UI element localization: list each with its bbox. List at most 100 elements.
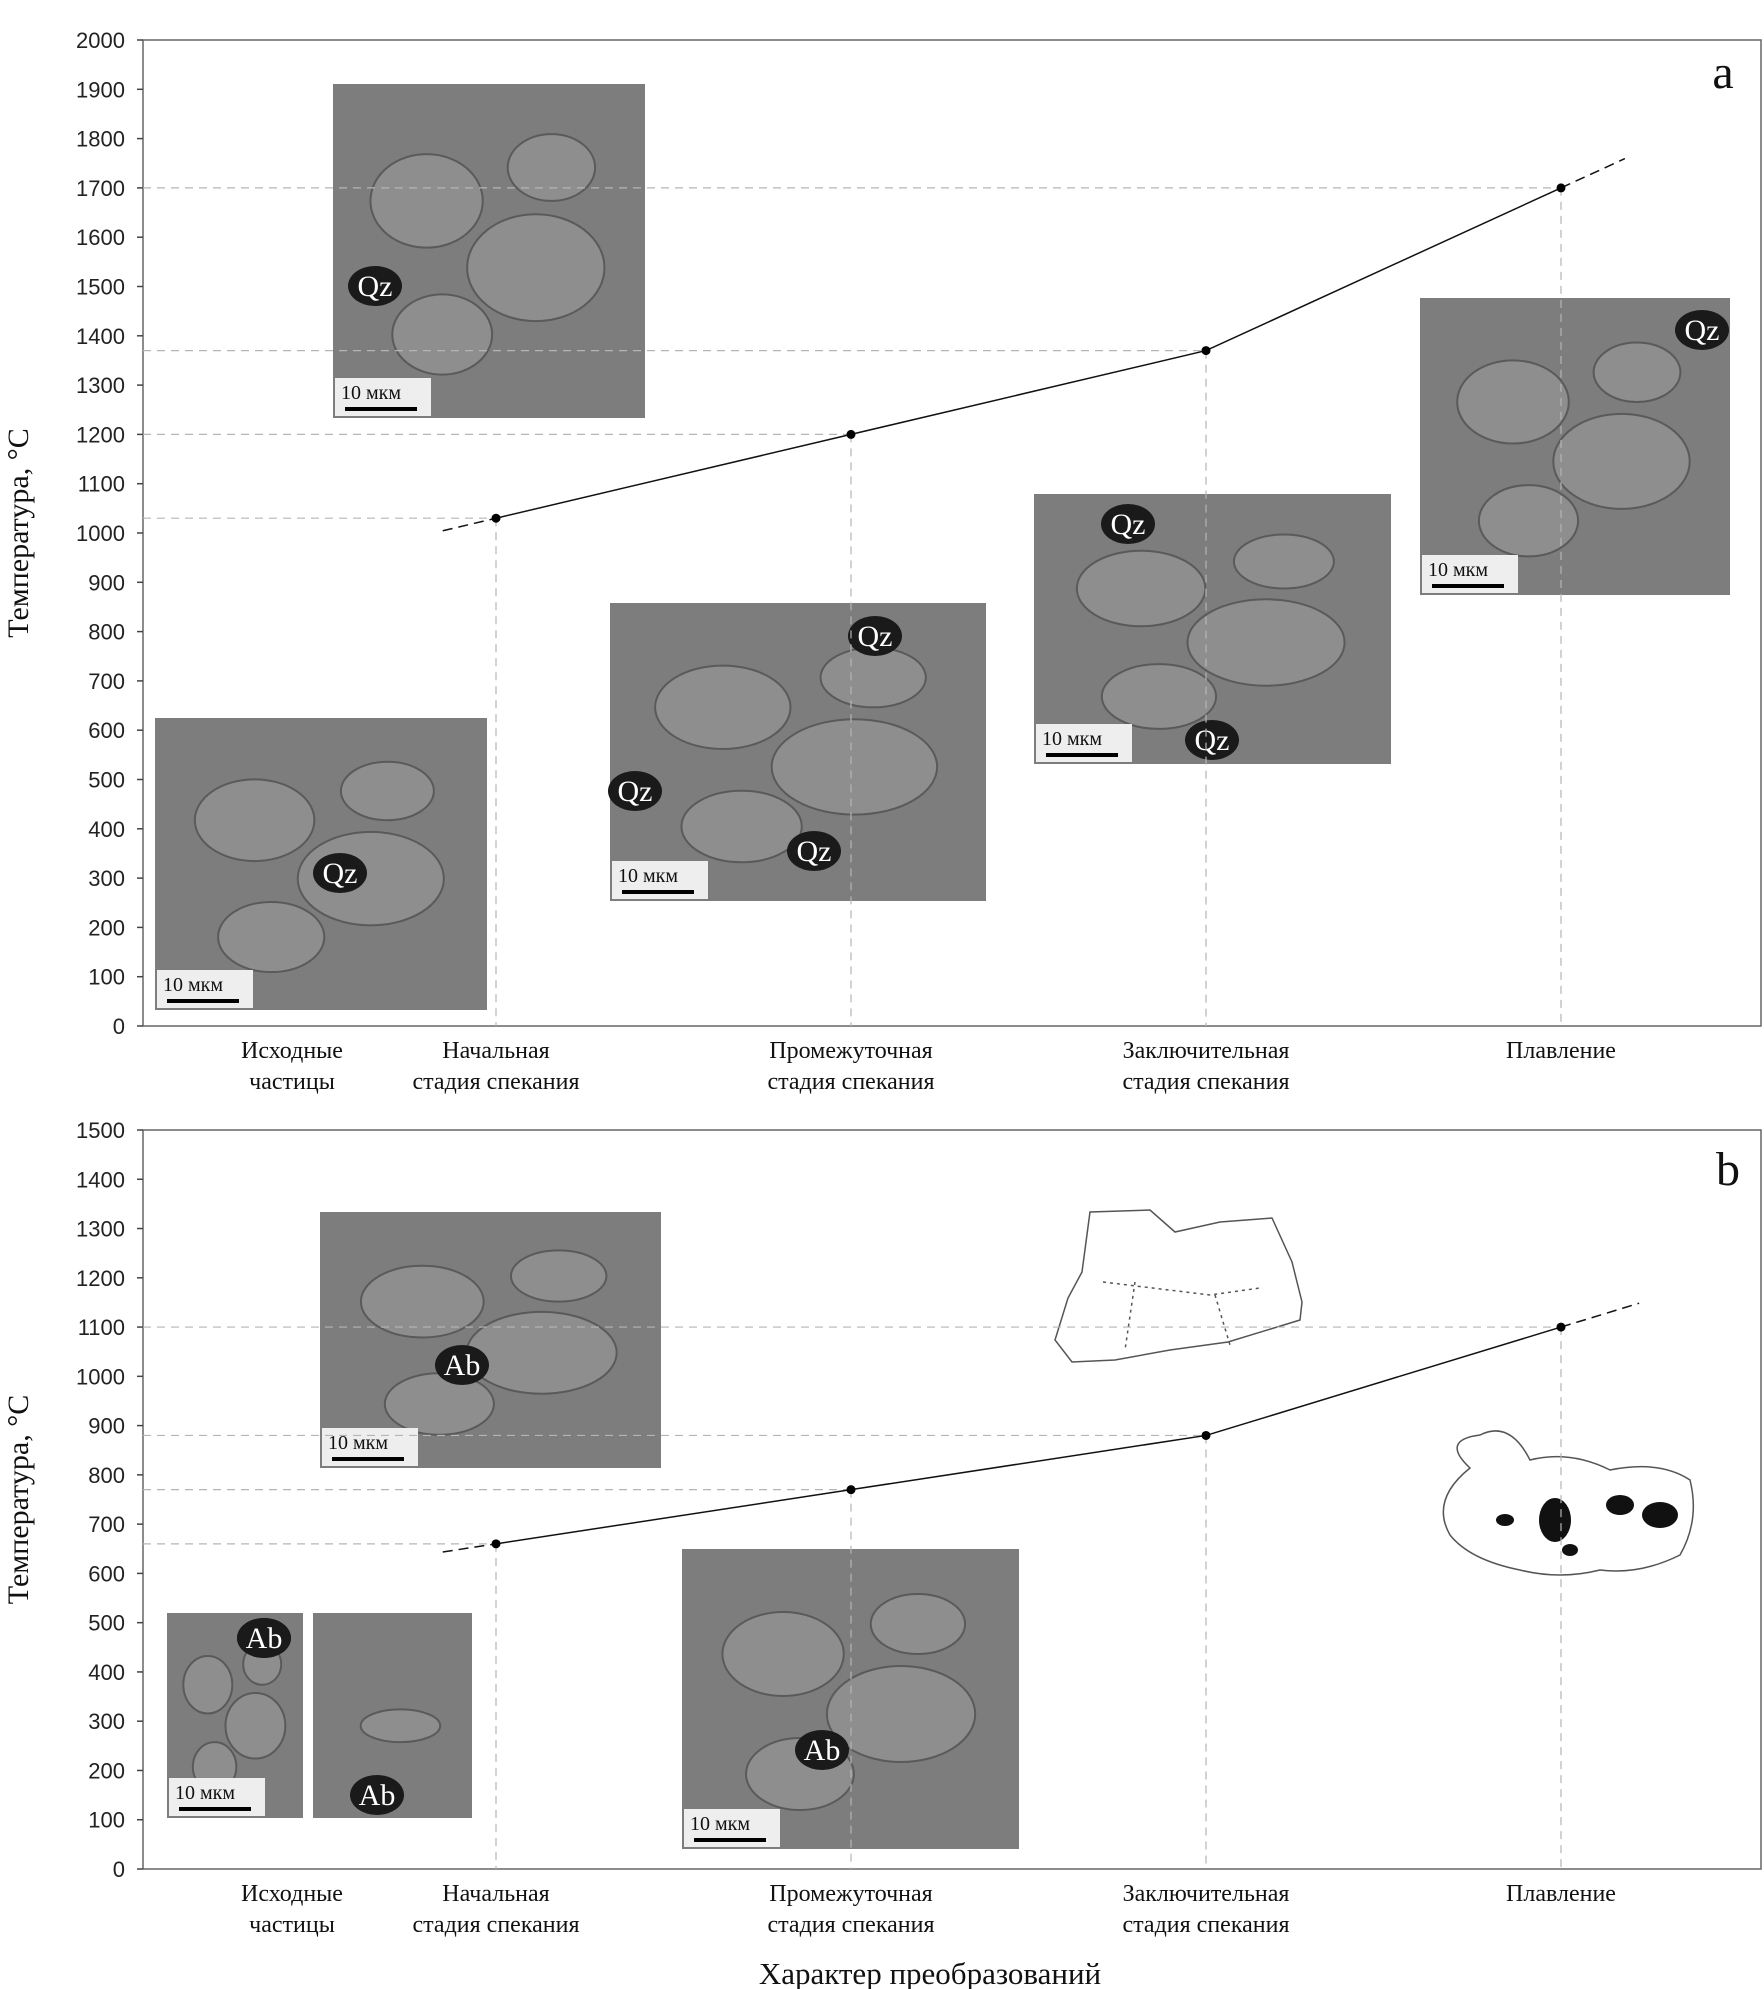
y-tick-label: 700	[88, 669, 125, 694]
scale-bar-label: 10 мкм	[175, 1782, 235, 1804]
grain-shape	[1477, 484, 1580, 558]
y-tick-label: 600	[88, 718, 125, 743]
y-tick-label: 1100	[78, 1315, 125, 1340]
grain-shape	[1456, 359, 1570, 445]
melt-pore	[1539, 1498, 1571, 1542]
series-line	[495, 187, 1562, 519]
y-tick-label: 2000	[76, 28, 125, 53]
y-tick-label: 100	[88, 965, 125, 990]
y-tick-label: 200	[88, 915, 125, 940]
category-label: Плавление	[1506, 1881, 1616, 1907]
micrograph: 10 мкм Ab	[320, 1212, 661, 1468]
mineral-label-badge	[795, 1730, 849, 1770]
grain-shape	[721, 1611, 845, 1697]
grain-shape	[1075, 549, 1207, 628]
category-label: Заключительная	[1123, 1038, 1290, 1064]
y-tick-label: 1400	[76, 324, 125, 349]
category-label: стадия спекания	[767, 1069, 934, 1095]
y-tick-label: 1600	[76, 225, 125, 250]
y-tick-label: 1700	[76, 176, 125, 201]
grain-shape	[466, 213, 606, 323]
mineral-label-badge	[348, 266, 402, 306]
y-tick-label: 900	[88, 570, 125, 595]
scale-bar-label: 10 мкм	[1428, 559, 1488, 581]
panel-letter: b	[1716, 1143, 1740, 1196]
y-tick-label: 200	[88, 1758, 125, 1783]
melt-pore	[1562, 1544, 1578, 1556]
grain-shape	[1552, 412, 1691, 510]
y-axis-label: Температура, °C	[2, 1395, 35, 1604]
y-tick-label: 100	[88, 1808, 125, 1833]
y-tick-label: 500	[88, 768, 125, 793]
category-label: стадия спекания	[1122, 1069, 1289, 1095]
mineral-label: Qz	[358, 270, 393, 303]
data-point	[1556, 1322, 1566, 1332]
panel-b-chart: 0 100 200 300 400 500 600 700 800 900 1000 1100 1200…	[2, 1118, 1762, 1938]
y-tick-label: 1300	[76, 373, 125, 398]
grain-boundary-schematic	[1054, 1209, 1303, 1363]
y-tick-label: 800	[88, 1463, 125, 1488]
grain-shape	[465, 1310, 618, 1395]
grain-shape	[1186, 598, 1346, 687]
micrograph: 10 мкм Qz Qz	[1034, 494, 1391, 764]
micrograph: 10 мкм Qz	[1420, 298, 1730, 595]
grain-shape	[819, 646, 927, 709]
panel-letter: a	[1712, 46, 1733, 99]
y-tick-label: 1300	[76, 1217, 125, 1242]
grain-shape	[825, 1665, 977, 1763]
grain-shape	[506, 133, 597, 202]
y-tick-label: 400	[88, 1660, 125, 1685]
x-axis-title: Характер преобразований	[759, 1956, 1101, 1989]
grain-shape	[869, 1593, 967, 1655]
scale-bar-label: 10 мкм	[1042, 728, 1102, 750]
mineral-label: Qz	[323, 857, 358, 890]
category-label: Начальная	[442, 1881, 549, 1907]
mineral-label: Ab	[246, 1622, 283, 1655]
y-tick-label: 1900	[76, 77, 125, 102]
y-tick-label: 700	[88, 1512, 125, 1537]
y-tick-label: 1200	[76, 422, 125, 447]
grain-shape	[654, 664, 792, 751]
y-tick-label: 1400	[76, 1167, 125, 1192]
grain-shape	[1232, 533, 1335, 590]
y-tick-label: 300	[88, 1709, 125, 1734]
category-label: стадия спекания	[767, 1912, 934, 1938]
data-point	[846, 1485, 856, 1495]
category-label: стадия спекания	[412, 1069, 579, 1095]
series-line-extension	[442, 1543, 497, 1553]
mineral-label-badge	[608, 771, 662, 811]
mineral-label: Ab	[444, 1349, 481, 1382]
grain-shape	[383, 1372, 495, 1436]
micrograph: 10 мкм Qz	[155, 718, 487, 1010]
scale-bar-label: 10 мкм	[690, 1813, 750, 1835]
category-label: Заключительная	[1123, 1881, 1290, 1907]
grain-shape	[339, 760, 435, 822]
mineral-label: Qz	[797, 835, 832, 868]
micrograph: 10 мкм Qz Qz Qz	[608, 603, 986, 901]
series-line-extension	[1560, 1302, 1640, 1328]
category-label: частицы	[249, 1912, 335, 1938]
y-tick-label: 1200	[76, 1266, 125, 1291]
melt-pore	[1496, 1514, 1514, 1526]
mineral-label-badge	[787, 831, 841, 871]
mineral-label: Qz	[1195, 724, 1230, 757]
scale-bar-label: 10 мкм	[341, 382, 401, 404]
grain-shape	[680, 789, 803, 864]
mineral-label-badge	[350, 1775, 404, 1815]
y-tick-label: 900	[88, 1414, 125, 1439]
data-point	[491, 1539, 501, 1549]
category-label: Плавление	[1506, 1038, 1616, 1064]
mineral-label-badge	[237, 1618, 291, 1658]
y-tick-label: 600	[88, 1561, 125, 1586]
data-point	[1556, 183, 1566, 193]
category-label: стадия спекания	[412, 1912, 579, 1938]
plot-frame	[142, 1129, 1762, 1870]
y-tick-label: 400	[88, 817, 125, 842]
grain-shape	[193, 778, 316, 863]
mineral-label: Qz	[1111, 508, 1146, 541]
grain-shape	[770, 718, 939, 816]
mineral-label-badge	[848, 616, 902, 656]
grain-boundary-dotted	[1102, 1281, 1261, 1351]
mineral-label: Ab	[359, 1779, 396, 1812]
